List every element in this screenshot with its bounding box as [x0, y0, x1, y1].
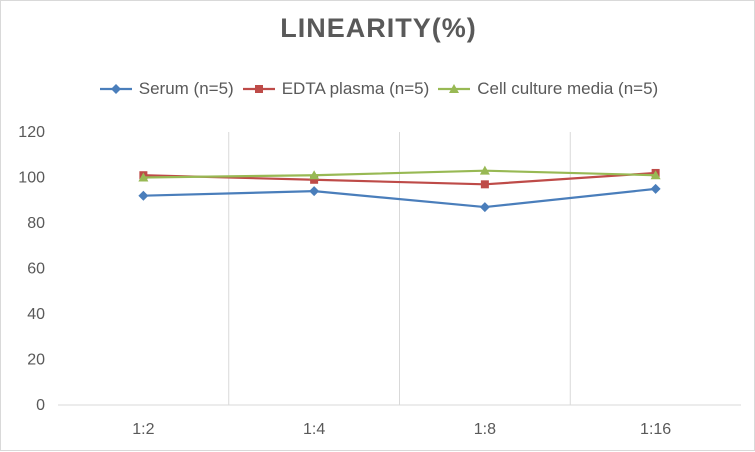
legend: Serum (n=5) EDTA plasma (n=5) Cell culture…	[1, 79, 755, 101]
x-tick-label: 1:2	[132, 421, 154, 438]
legend-marker	[438, 84, 471, 93]
data-point-cell-culture-media-n-5	[138, 172, 149, 182]
legend-item: EDTA plasma (n=5)	[242, 79, 430, 99]
legend-item: Cell culture media (n=5)	[437, 79, 658, 99]
y-tick-label: 0	[36, 397, 45, 414]
data-point-serum-n-5	[309, 186, 320, 197]
y-tick-label: 80	[27, 215, 45, 232]
legend-label: Cell culture media (n=5)	[477, 79, 659, 98]
data-point-edta-plasma-n-5	[480, 180, 489, 189]
x-tick-label: 1:4	[303, 421, 325, 438]
legend-label: Serum (n=5)	[138, 79, 234, 98]
data-point-serum-n-5	[650, 183, 661, 194]
legend-label: EDTA plasma (n=5)	[281, 79, 430, 98]
data-point-serum-n-5	[479, 202, 490, 213]
y-tick-label: 120	[18, 124, 45, 141]
data-point-cell-culture-media-n-5	[309, 170, 320, 180]
series-line-serum-n-5	[143, 187, 656, 209]
series-line-edta-plasma-n-5	[143, 171, 656, 186]
legend-marker	[242, 85, 275, 93]
y-tick-label: 60	[27, 261, 45, 278]
series-line-cell-culture-media-n-5	[143, 169, 656, 179]
data-point-cell-culture-media-n-5	[479, 165, 490, 175]
y-tick-label: 40	[27, 306, 45, 323]
x-tick-label: 1:16	[640, 421, 671, 438]
y-tick-label: 20	[27, 352, 45, 369]
data-point-serum-n-5	[138, 190, 149, 201]
chart-title: LINEARITY(%)	[280, 13, 477, 43]
x-tick-label: 1:8	[474, 421, 496, 438]
data-point-edta-plasma-n-5	[310, 175, 319, 184]
data-point-cell-culture-media-n-5	[650, 170, 661, 180]
legend-item: Serum (n=5)	[99, 79, 234, 99]
legend-marker	[99, 84, 132, 94]
y-tick-label: 100	[18, 170, 45, 187]
